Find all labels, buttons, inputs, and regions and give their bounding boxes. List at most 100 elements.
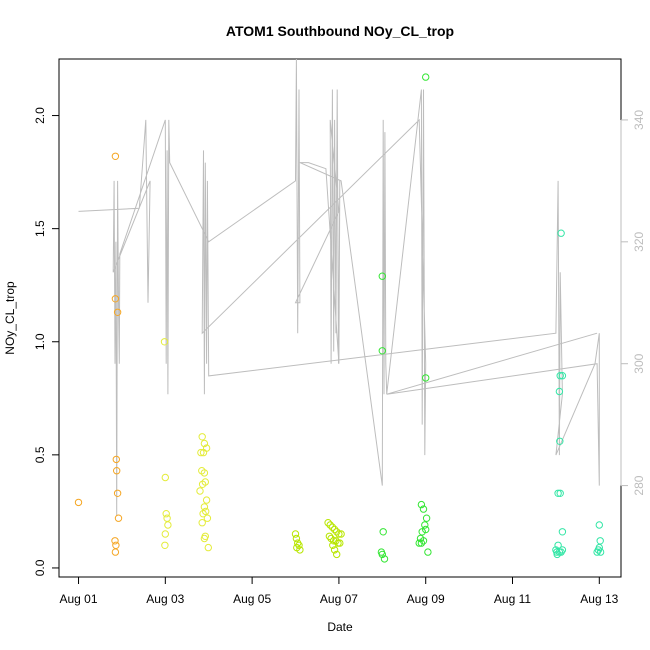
background-trace-line xyxy=(78,58,600,517)
data-point xyxy=(554,541,562,549)
data-point xyxy=(335,530,343,538)
data-point xyxy=(333,528,341,536)
data-point xyxy=(558,546,567,554)
data-point xyxy=(197,448,205,457)
data-point xyxy=(596,548,605,556)
data-point xyxy=(162,510,170,518)
data-point xyxy=(199,510,207,518)
data-point xyxy=(558,528,567,536)
data-point xyxy=(422,514,431,522)
data-point xyxy=(417,539,426,547)
data-point xyxy=(161,530,170,538)
data-point xyxy=(111,548,120,556)
data-point xyxy=(417,500,426,509)
series-5 xyxy=(552,229,605,559)
data-point xyxy=(337,530,345,538)
right-tick-label: 300 xyxy=(632,353,646,373)
series-1 xyxy=(74,152,123,556)
data-point xyxy=(378,347,386,355)
data-point xyxy=(202,507,210,516)
data-point xyxy=(379,528,387,536)
data-point xyxy=(198,519,206,527)
data-point xyxy=(111,152,120,161)
data-point xyxy=(163,514,171,522)
x-tick-label: Aug 13 xyxy=(580,592,618,606)
data-point xyxy=(295,541,303,549)
data-point xyxy=(557,229,565,237)
data-point xyxy=(164,521,172,529)
data-point xyxy=(558,372,567,380)
data-point xyxy=(421,521,429,529)
data-point xyxy=(418,528,426,536)
data-point xyxy=(113,467,121,475)
right-tick-label: 340 xyxy=(632,110,646,130)
data-point xyxy=(556,372,564,380)
data-point xyxy=(202,496,211,504)
data-point xyxy=(296,546,304,554)
data-point xyxy=(200,439,209,448)
data-point xyxy=(200,534,209,543)
data-point xyxy=(422,374,430,382)
data-point xyxy=(200,503,209,511)
y-tick-label: 2.0 xyxy=(33,107,47,124)
data-point xyxy=(333,550,341,559)
data-point xyxy=(326,521,334,529)
x-tick-label: Aug 03 xyxy=(146,592,184,606)
y-tick-label: 0.5 xyxy=(33,446,47,463)
plot-frame xyxy=(58,58,622,578)
data-point xyxy=(378,550,386,559)
data-point xyxy=(196,487,204,495)
right-tick-label: 280 xyxy=(632,475,646,495)
data-point xyxy=(424,548,432,556)
data-point xyxy=(330,525,339,534)
data-point xyxy=(198,433,206,441)
data-point xyxy=(415,539,423,547)
background-line-layer xyxy=(78,58,600,517)
data-point xyxy=(595,521,603,529)
y-axis-left: 0.0 0.5 1.0 1.5 2.0 xyxy=(33,107,60,576)
series-3 xyxy=(291,519,345,559)
series-4 xyxy=(377,73,432,563)
data-point xyxy=(554,489,562,497)
data-point xyxy=(553,550,561,559)
data-point xyxy=(336,539,344,547)
data-point xyxy=(419,505,428,513)
data-point xyxy=(593,548,601,556)
series-2 xyxy=(160,338,213,552)
y-tick-label: 1.0 xyxy=(33,333,47,350)
data-point xyxy=(204,543,213,552)
data-point xyxy=(111,295,120,303)
data-point xyxy=(328,523,337,531)
y-tick-label: 1.5 xyxy=(33,220,47,237)
data-point xyxy=(161,541,169,549)
data-point xyxy=(555,387,564,396)
data-point xyxy=(330,546,339,554)
data-point xyxy=(380,555,389,563)
data-point xyxy=(161,473,170,482)
data-point xyxy=(160,338,169,346)
data-point xyxy=(198,480,207,488)
x-tick-label: Aug 01 xyxy=(60,592,98,606)
data-point xyxy=(200,469,209,477)
chart-title: ATOM1 Southbound NOy_CL_trop xyxy=(226,23,454,39)
data-point xyxy=(325,532,334,540)
y-tick-label: 0.0 xyxy=(33,559,47,576)
data-point xyxy=(329,541,337,549)
data-point xyxy=(112,541,120,549)
data-point xyxy=(111,537,119,545)
data-point xyxy=(291,530,300,538)
y-axis-label: NOy_CL_trop xyxy=(3,281,17,355)
y-axis-right: 280 300 320 340 xyxy=(620,110,646,496)
data-point xyxy=(113,308,122,316)
data-point xyxy=(74,498,83,507)
x-tick-label: Aug 05 xyxy=(233,592,271,606)
data-point xyxy=(378,272,386,280)
data-point xyxy=(203,514,212,522)
data-point xyxy=(327,534,335,543)
data-point xyxy=(112,455,121,464)
data-point xyxy=(422,73,430,81)
x-axis: Aug 01 Aug 03 Aug 05 Aug 07 Aug 09 Aug 11 Aug … xyxy=(60,576,619,606)
data-point xyxy=(556,437,564,445)
data-point xyxy=(556,489,564,497)
